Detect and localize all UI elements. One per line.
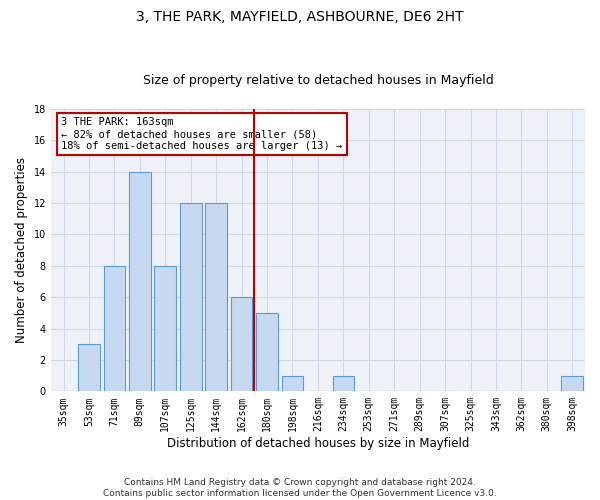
- Bar: [104, 266, 125, 392]
- X-axis label: Distribution of detached houses by size in Mayfield: Distribution of detached houses by size …: [167, 437, 469, 450]
- Title: Size of property relative to detached houses in Mayfield: Size of property relative to detached ho…: [143, 74, 493, 87]
- Bar: [154, 266, 176, 392]
- Bar: [231, 297, 253, 392]
- Text: 3, THE PARK, MAYFIELD, ASHBOURNE, DE6 2HT: 3, THE PARK, MAYFIELD, ASHBOURNE, DE6 2H…: [136, 10, 464, 24]
- Text: Contains HM Land Registry data © Crown copyright and database right 2024.
Contai: Contains HM Land Registry data © Crown c…: [103, 478, 497, 498]
- Text: 3 THE PARK: 163sqm
← 82% of detached houses are smaller (58)
18% of semi-detache: 3 THE PARK: 163sqm ← 82% of detached hou…: [61, 118, 343, 150]
- Bar: [205, 203, 227, 392]
- Bar: [129, 172, 151, 392]
- Bar: [332, 376, 354, 392]
- Bar: [78, 344, 100, 392]
- Bar: [180, 203, 202, 392]
- Bar: [256, 313, 278, 392]
- Bar: [281, 376, 303, 392]
- Y-axis label: Number of detached properties: Number of detached properties: [15, 157, 28, 343]
- Bar: [562, 376, 583, 392]
